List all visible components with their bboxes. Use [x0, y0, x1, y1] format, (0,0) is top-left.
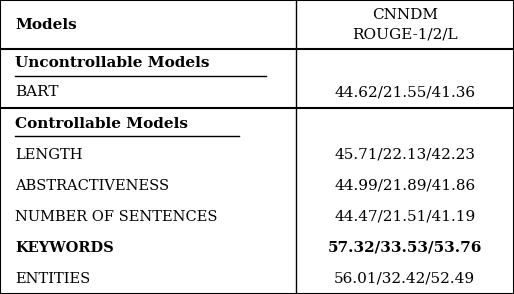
Text: Controllable Models: Controllable Models — [15, 117, 189, 131]
Text: 45.71/22.13/42.23: 45.71/22.13/42.23 — [334, 148, 475, 162]
Text: CNNDM
ROUGE-1/2/L: CNNDM ROUGE-1/2/L — [352, 8, 457, 41]
Text: ENTITIES: ENTITIES — [15, 272, 90, 285]
Text: 44.99/21.89/41.86: 44.99/21.89/41.86 — [334, 179, 475, 193]
Text: Models: Models — [15, 18, 77, 32]
Text: BART: BART — [15, 85, 59, 99]
Text: Uncontrollable Models: Uncontrollable Models — [15, 56, 210, 70]
Text: 56.01/32.42/52.49: 56.01/32.42/52.49 — [334, 272, 475, 285]
Text: ABSTRACTIVENESS: ABSTRACTIVENESS — [15, 179, 170, 193]
Text: KEYWORDS: KEYWORDS — [15, 240, 114, 255]
Text: LENGTH: LENGTH — [15, 148, 83, 162]
Text: NUMBER OF SENTENCES: NUMBER OF SENTENCES — [15, 210, 218, 223]
Text: 44.47/21.51/41.19: 44.47/21.51/41.19 — [334, 210, 475, 223]
Text: 44.62/21.55/41.36: 44.62/21.55/41.36 — [334, 85, 475, 99]
Text: 57.32/33.53/53.76: 57.32/33.53/53.76 — [327, 240, 482, 255]
